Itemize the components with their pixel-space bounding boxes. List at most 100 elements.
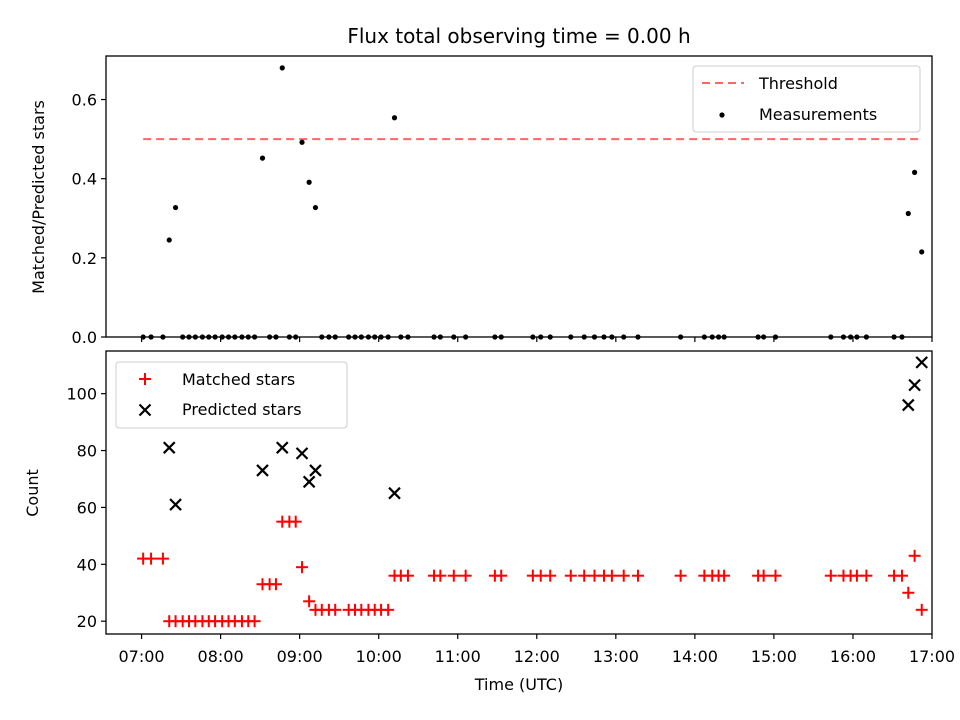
measurement-point bbox=[245, 334, 251, 340]
legend-predicted-label: Predicted stars bbox=[182, 400, 302, 419]
predicted-star-point bbox=[902, 398, 915, 412]
x-tick-label: 14:00 bbox=[672, 647, 718, 666]
top-panel: 0.0 0.2 0.4 0.6 Matched/Predicted stars Thr… bbox=[29, 55, 933, 347]
measurement-point bbox=[160, 334, 166, 340]
measurement-point bbox=[863, 334, 869, 340]
top-y-ticks: 0.0 0.2 0.4 0.6 bbox=[72, 91, 106, 347]
measurement-point bbox=[398, 334, 404, 340]
measurement-point bbox=[912, 169, 918, 175]
measurement-point bbox=[252, 334, 258, 340]
matched-star-point bbox=[631, 569, 644, 582]
measurement-point bbox=[346, 334, 352, 340]
bottom-y-tick-label: 80 bbox=[77, 442, 97, 461]
measurement-point bbox=[206, 334, 212, 340]
bottom-axes-frame bbox=[105, 350, 933, 635]
x-tick-label: 13:00 bbox=[593, 647, 639, 666]
measurement-point bbox=[299, 139, 305, 145]
measurement-point bbox=[225, 334, 232, 340]
measurement-point bbox=[581, 334, 587, 340]
predicted-star-point bbox=[295, 447, 309, 460]
matched-star-point bbox=[329, 603, 342, 616]
predicted-star-point bbox=[302, 475, 316, 489]
bottom-y-tick-label: 20 bbox=[77, 612, 97, 631]
measurement-point bbox=[568, 334, 574, 340]
measurement-point bbox=[547, 334, 553, 340]
measurement-point bbox=[293, 334, 299, 340]
measurement-point bbox=[891, 334, 897, 340]
measurement-point bbox=[279, 65, 285, 71]
measurement-point bbox=[372, 334, 378, 340]
measurement-point bbox=[431, 334, 437, 340]
measurement-point bbox=[847, 334, 854, 340]
measurement-point bbox=[326, 334, 332, 340]
measurement-point bbox=[219, 334, 225, 340]
measurement-point bbox=[701, 334, 707, 340]
measurement-point bbox=[854, 334, 860, 340]
x-axis-title: Time (UTC) bbox=[474, 675, 563, 694]
measurement-point bbox=[721, 334, 727, 340]
top-legend: Threshold Measurements bbox=[692, 65, 921, 133]
matched-star-point bbox=[915, 603, 928, 616]
predicted-star-point bbox=[915, 356, 929, 369]
measurement-point bbox=[148, 334, 154, 340]
measurement-point bbox=[319, 334, 325, 340]
measurement-point bbox=[772, 334, 779, 340]
measurement-point bbox=[755, 334, 761, 340]
measurement-point bbox=[259, 155, 266, 161]
matched-star-point bbox=[617, 569, 630, 582]
legend-measurements-label: Measurements bbox=[759, 105, 877, 124]
bottom-panel: 20 40 60 80 100 07:00 08:00 09:00 10:00 11:00 12:… bbox=[23, 350, 955, 694]
bottom-legend: Matched stars Predicted stars bbox=[115, 361, 348, 429]
matched-star-point bbox=[578, 569, 591, 582]
measurement-point bbox=[352, 334, 358, 340]
matched-star-point bbox=[447, 569, 460, 582]
matched-star-point bbox=[296, 561, 309, 574]
measurement-point bbox=[451, 334, 457, 340]
x-tick-label: 15:00 bbox=[751, 647, 797, 666]
measurement-point bbox=[609, 334, 615, 340]
measurement-point bbox=[919, 249, 925, 255]
predicted-star-point bbox=[388, 486, 401, 500]
bottom-y-tick-label: 60 bbox=[77, 498, 97, 517]
measurement-point bbox=[358, 334, 364, 340]
measurement-point bbox=[498, 334, 504, 340]
measurement-point bbox=[199, 334, 206, 340]
legend-matched-label: Matched stars bbox=[182, 370, 295, 389]
legend-threshold-label: Threshold bbox=[758, 74, 838, 93]
top-y-tick-label: 0.0 bbox=[72, 328, 97, 347]
legend-plus-mark bbox=[139, 373, 151, 385]
measurement-point bbox=[378, 334, 384, 340]
legend-measurements-swatch bbox=[719, 112, 725, 118]
x-tick-label: 07:00 bbox=[119, 647, 165, 666]
bottom-legend-box bbox=[115, 361, 348, 429]
top-y-tick-label: 0.4 bbox=[72, 170, 97, 189]
x-tick-label: 09:00 bbox=[277, 647, 323, 666]
predicted-star-point bbox=[275, 441, 289, 454]
measurement-point bbox=[172, 204, 179, 211]
x-tick-label: 08:00 bbox=[198, 647, 244, 666]
matched-star-point bbox=[769, 569, 782, 582]
measurement-point bbox=[678, 334, 684, 340]
x-tick-label: 10:00 bbox=[356, 647, 402, 666]
matched-star-point bbox=[495, 569, 508, 582]
matched-stars-points bbox=[137, 515, 928, 628]
x-tick-label: 17:00 bbox=[909, 647, 955, 666]
x-tick-label: 11:00 bbox=[435, 647, 481, 666]
predicted-star-point bbox=[162, 441, 176, 454]
measurement-point bbox=[530, 334, 536, 340]
x-tick-label: 12:00 bbox=[514, 647, 560, 666]
matched-star-point bbox=[382, 603, 395, 616]
top-legend-box bbox=[692, 65, 921, 133]
measurement-points bbox=[140, 65, 925, 340]
matched-star-point bbox=[674, 569, 687, 582]
matched-star-point bbox=[902, 586, 915, 599]
measurement-point bbox=[538, 334, 544, 340]
measurement-point bbox=[212, 334, 218, 340]
measurement-point bbox=[828, 334, 834, 340]
measurement-point bbox=[391, 115, 398, 121]
measurement-point bbox=[905, 210, 911, 217]
matched-star-point bbox=[757, 569, 770, 582]
measurement-point bbox=[899, 334, 905, 340]
predicted-star-point bbox=[256, 464, 269, 477]
measurement-point bbox=[840, 334, 847, 340]
